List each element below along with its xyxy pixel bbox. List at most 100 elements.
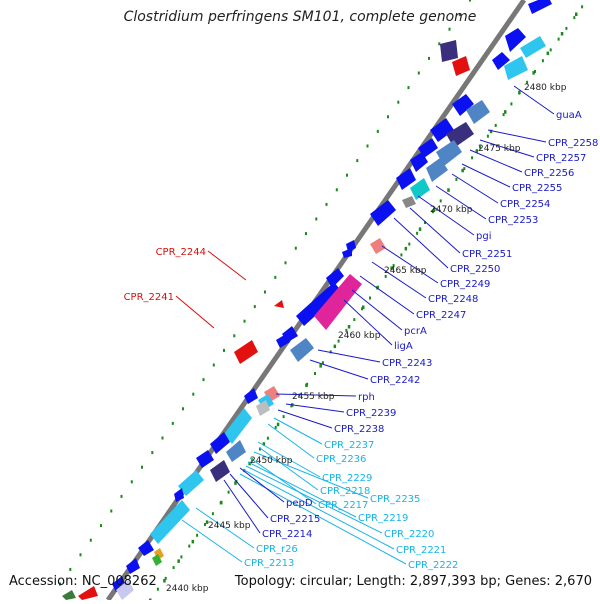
gene-label[interactable]: rph: [358, 392, 375, 403]
track-dot: [416, 231, 419, 235]
gene-label[interactable]: CPR_2251: [462, 249, 512, 260]
gene-label[interactable]: pcrA: [404, 326, 427, 337]
label-leader-line: [371, 261, 427, 299]
gene-arrow[interactable]: [78, 586, 98, 600]
gene-arrow[interactable]: [62, 590, 76, 600]
track-dot: [469, 0, 471, 2]
gene-label[interactable]: guaA: [556, 110, 582, 121]
gene-label[interactable]: CPR_2237: [324, 440, 374, 451]
gene-arrow[interactable]: [138, 540, 154, 556]
kbp-tick-label: 2440 kbp: [166, 584, 209, 594]
gene-arrow[interactable]: [152, 554, 162, 566]
gene-label[interactable]: CPR_2247: [416, 310, 466, 321]
track-dot: [248, 461, 251, 466]
gene-arrow[interactable]: [174, 488, 184, 502]
gene-label[interactable]: CPR_2258: [548, 138, 598, 149]
gene-arrow[interactable]: [402, 196, 416, 208]
gene-arrow[interactable]: [126, 558, 140, 574]
gene-label[interactable]: CPR_2249: [440, 279, 490, 290]
gene-arrow[interactable]: [256, 400, 270, 416]
gene-arrow[interactable]: [276, 334, 290, 348]
track-dot: [202, 378, 205, 382]
gene-arrow[interactable]: [116, 580, 134, 600]
gene-label[interactable]: pepD: [286, 498, 313, 509]
gene-label[interactable]: CPR_2238: [334, 424, 384, 435]
gene-arrow[interactable]: [370, 238, 386, 254]
gene-arrow[interactable]: [418, 138, 438, 158]
track-dot: [274, 275, 277, 279]
gene-label[interactable]: ligA: [394, 341, 413, 352]
gene-arrow[interactable]: [296, 282, 342, 326]
gene-label[interactable]: CPR_2221: [396, 545, 446, 556]
gene-arrow[interactable]: [224, 408, 252, 444]
label-leader-line: [351, 289, 403, 331]
gene-arrow[interactable]: [370, 200, 396, 226]
gene-arrow[interactable]: [226, 440, 246, 462]
gene-arrow[interactable]: [520, 36, 546, 58]
gene-label[interactable]: CPR_2218: [320, 486, 370, 497]
gene-label[interactable]: CPR_2253: [488, 215, 538, 226]
track-dot: [438, 42, 441, 46]
kbp-tick-label: 2465 kbp: [384, 266, 427, 276]
gene-arrow[interactable]: [440, 40, 458, 62]
gene-label[interactable]: CPR_2220: [384, 529, 434, 540]
gene-label[interactable]: CPR_2236: [316, 454, 366, 465]
accession-text: Accession: NC_008262: [9, 574, 157, 589]
gene-arrow[interactable]: [342, 248, 352, 258]
gene-label[interactable]: CPR_2217: [318, 500, 368, 511]
gene-label[interactable]: CPR_2222: [408, 560, 458, 571]
gene-arrow[interactable]: [426, 158, 448, 182]
gene-label[interactable]: CPR_2248: [428, 294, 478, 305]
gene-arrow[interactable]: [178, 470, 204, 496]
gene-arrow[interactable]: [430, 118, 454, 142]
gene-arrow[interactable]: [196, 450, 214, 468]
gene-label[interactable]: CPR_2229: [322, 473, 372, 484]
gene-arrow[interactable]: [150, 500, 190, 544]
gene-label[interactable]: CPR_2254: [500, 199, 550, 210]
gene-arrow[interactable]: [314, 274, 362, 330]
track-dot: [575, 12, 578, 16]
gene-arrow[interactable]: [210, 432, 230, 454]
track-dot: [526, 80, 529, 84]
gene-label[interactable]: CPR_2239: [346, 408, 396, 419]
gene-arrow[interactable]: [436, 140, 462, 166]
gene-arrow[interactable]: [396, 168, 416, 190]
gene-label[interactable]: CPR_r26: [256, 544, 298, 555]
gene-arrow[interactable]: [326, 268, 344, 288]
gene-label[interactable]: CPR_2256: [524, 168, 574, 179]
gene-label[interactable]: CPR_2244: [156, 247, 206, 258]
gene-arrow[interactable]: [210, 460, 230, 482]
gene-label[interactable]: pgi: [476, 231, 491, 242]
gene-arrow[interactable]: [466, 100, 490, 124]
gene-arrow[interactable]: [244, 388, 258, 404]
gene-label[interactable]: CPR_2213: [244, 558, 294, 569]
gene-arrow[interactable]: [234, 340, 258, 364]
track-dot: [400, 253, 403, 257]
gene-label[interactable]: CPR_2243: [382, 358, 432, 369]
gene-label[interactable]: CPR_2215: [270, 514, 320, 525]
gene-label[interactable]: CPR_2241: [124, 292, 174, 303]
gene-label[interactable]: CPR_2214: [262, 529, 312, 540]
track-dot: [243, 319, 246, 323]
track-dot: [227, 490, 230, 494]
gene-label[interactable]: CPR_2255: [512, 183, 562, 194]
gene-label[interactable]: CPR_2242: [370, 375, 420, 386]
kbp-tick-label: 2480 kbp: [524, 83, 567, 93]
gene-label[interactable]: CPR_2235: [370, 494, 420, 505]
gene-arrow[interactable]: [504, 56, 528, 80]
gene-arrow[interactable]: [410, 152, 428, 172]
gene-label[interactable]: CPR_2257: [536, 153, 586, 164]
gene-arrow[interactable]: [346, 240, 356, 252]
gene-arrow[interactable]: [274, 300, 284, 308]
gene-label[interactable]: CPR_2219: [358, 513, 408, 524]
gene-label[interactable]: CPR_2250: [450, 264, 500, 275]
label-leader-line: [259, 447, 319, 491]
track-dot: [455, 177, 458, 181]
gene-arrow[interactable]: [452, 56, 470, 76]
gene-arrow[interactable]: [528, 0, 552, 14]
gene-arrow[interactable]: [492, 52, 510, 70]
gene-arrow[interactable]: [290, 338, 314, 362]
gene-arrow[interactable]: [452, 94, 474, 116]
gene-arrow[interactable]: [410, 178, 430, 200]
gene-arrow[interactable]: [505, 28, 526, 52]
